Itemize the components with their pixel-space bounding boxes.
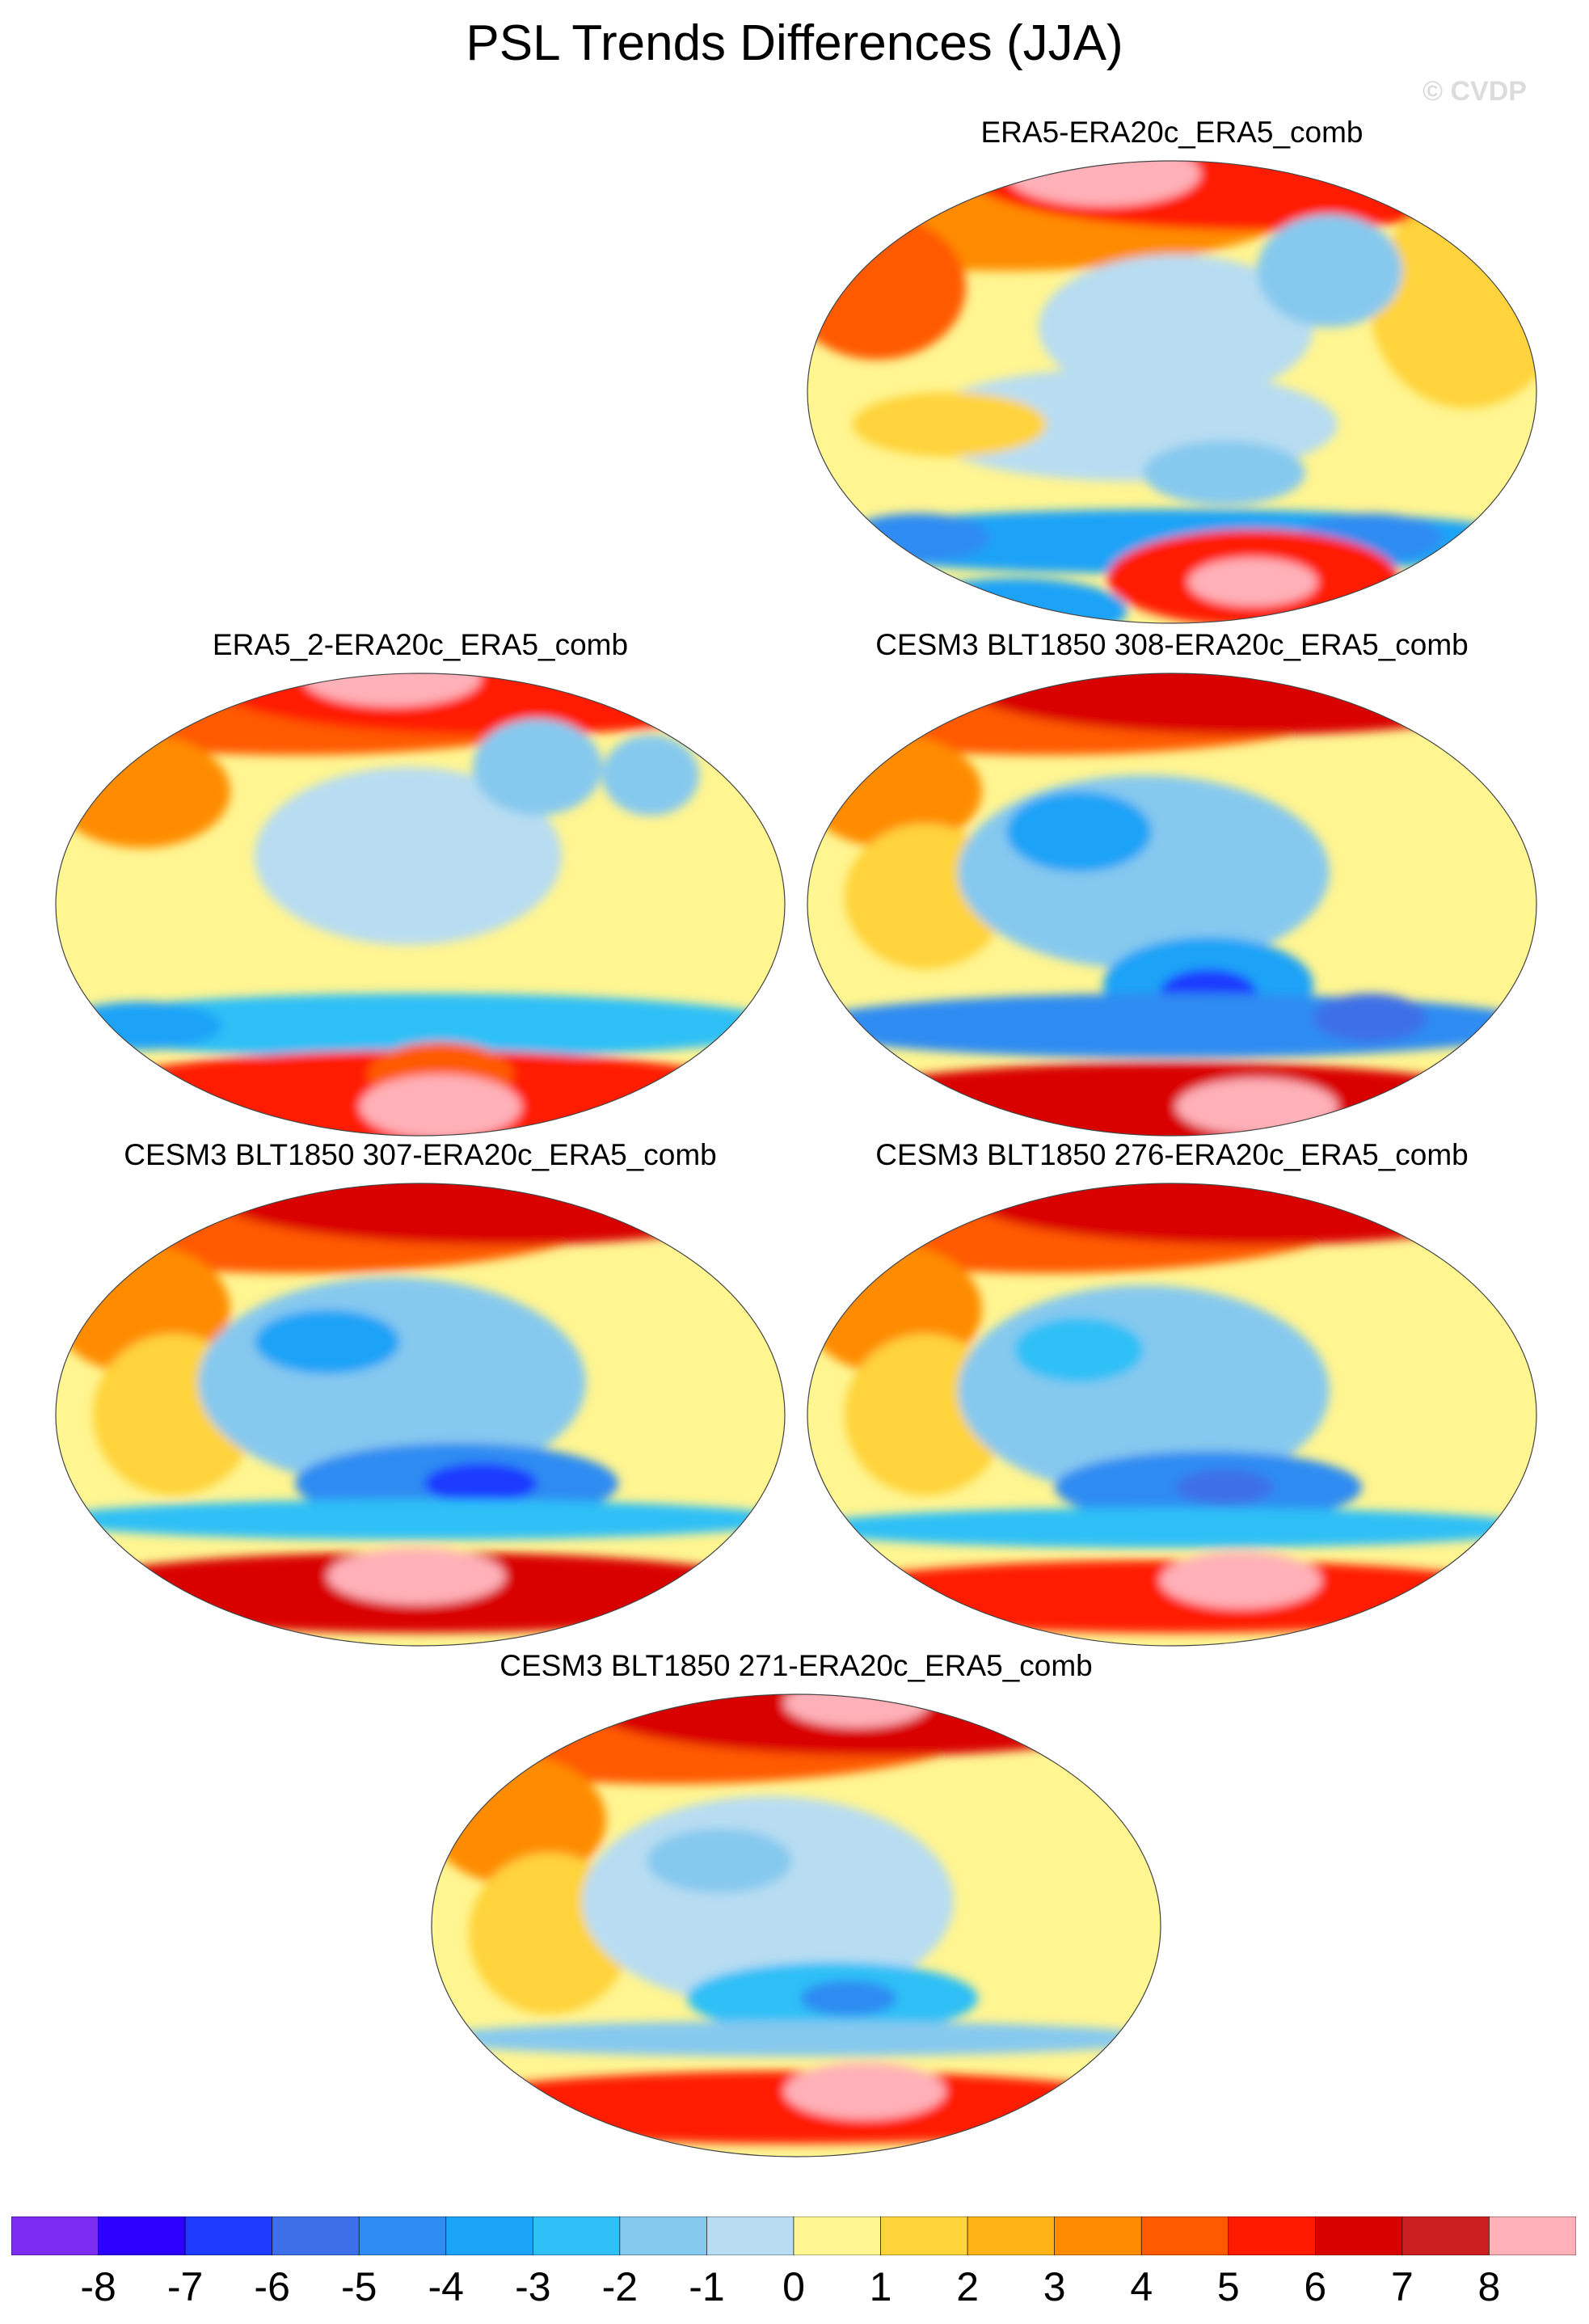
map-plot <box>807 673 1537 1137</box>
map-plot <box>55 1183 786 1647</box>
map-panel-4: CESM3 BLT1850 307-ERA20c_ERA5_comb <box>53 1138 788 1651</box>
map-panel-6: CESM3 BLT1850 271-ERA20c_ERA5_comb <box>428 1649 1164 2162</box>
colorbar-tick-label: 5 <box>1216 2264 1240 2309</box>
colorbar <box>11 2216 1576 2255</box>
colorbar-swatch <box>1054 2216 1142 2255</box>
colorbar-swatch <box>272 2216 360 2255</box>
panel-title: CESM3 BLT1850 308-ERA20c_ERA5_comb <box>875 628 1469 661</box>
colorbar-swatch <box>533 2216 621 2255</box>
colorbar-tick-label: 4 <box>1130 2264 1153 2309</box>
colorbar-tick-label: -4 <box>428 2264 464 2309</box>
colorbar-tick-label: 8 <box>1477 2264 1501 2309</box>
colorbar-swatch <box>1401 2216 1490 2255</box>
panel-title: CESM3 BLT1850 276-ERA20c_ERA5_comb <box>875 1138 1469 1171</box>
colorbar-swatch <box>184 2216 272 2255</box>
colorbar-swatch <box>1315 2216 1403 2255</box>
cvdp-watermark: © CVDP <box>1423 76 1527 107</box>
colorbar-tick-label: 3 <box>1043 2264 1066 2309</box>
colorbar-swatch <box>1140 2216 1229 2255</box>
colorbar-tick-label: 1 <box>869 2264 892 2309</box>
map-panel-3: CESM3 BLT1850 308-ERA20c_ERA5_comb <box>804 628 1540 1141</box>
colorbar-swatch <box>11 2216 99 2255</box>
colorbar-tick-label: 7 <box>1390 2264 1414 2309</box>
map-panel-2: ERA5_2-ERA20c_ERA5_comb <box>53 628 788 1141</box>
colorbar-tick-label: -7 <box>166 2264 204 2309</box>
colorbar-swatch <box>1228 2216 1316 2255</box>
colorbar-swatch <box>445 2216 533 2255</box>
panel-title: CESM3 BLT1850 307-ERA20c_ERA5_comb <box>124 1138 717 1171</box>
colorbar-tick-label: -1 <box>689 2264 725 2309</box>
colorbar-swatch <box>967 2216 1055 2255</box>
colorbar-swatch <box>358 2216 447 2255</box>
map-plot <box>55 673 786 1137</box>
panel-title: ERA5_2-ERA20c_ERA5_comb <box>212 628 629 661</box>
colorbar-swatch <box>793 2216 881 2255</box>
colorbar-tick-label: -3 <box>515 2264 551 2309</box>
colorbar-tick-label: 2 <box>956 2264 980 2309</box>
colorbar-swatch <box>706 2216 794 2255</box>
colorbar-swatch <box>1489 2216 1576 2255</box>
colorbar-swatch <box>619 2216 707 2255</box>
map-panel-1: ERA5-ERA20c_ERA5_comb <box>804 116 1540 629</box>
colorbar-tick-label: -8 <box>80 2264 116 2309</box>
panel-title: CESM3 BLT1850 271-ERA20c_ERA5_comb <box>499 1649 1093 1682</box>
map-plot <box>431 1693 1161 2157</box>
colorbar-tick-label: -5 <box>340 2264 377 2309</box>
colorbar-tick-label: 0 <box>782 2264 805 2309</box>
map-plot <box>807 160 1537 624</box>
map-panel-5: CESM3 BLT1850 276-ERA20c_ERA5_comb <box>804 1138 1540 1651</box>
map-plot <box>807 1183 1537 1647</box>
colorbar-swatch <box>880 2216 968 2255</box>
colorbar-tick-label: -2 <box>601 2264 639 2309</box>
colorbar-swatch <box>98 2216 186 2255</box>
colorbar-tick-label: -6 <box>254 2264 290 2309</box>
colorbar-tick-label: 6 <box>1304 2264 1327 2309</box>
panel-title: ERA5-ERA20c_ERA5_comb <box>980 116 1364 149</box>
figure-title: PSL Trends Differences (JJA) <box>466 15 1123 71</box>
